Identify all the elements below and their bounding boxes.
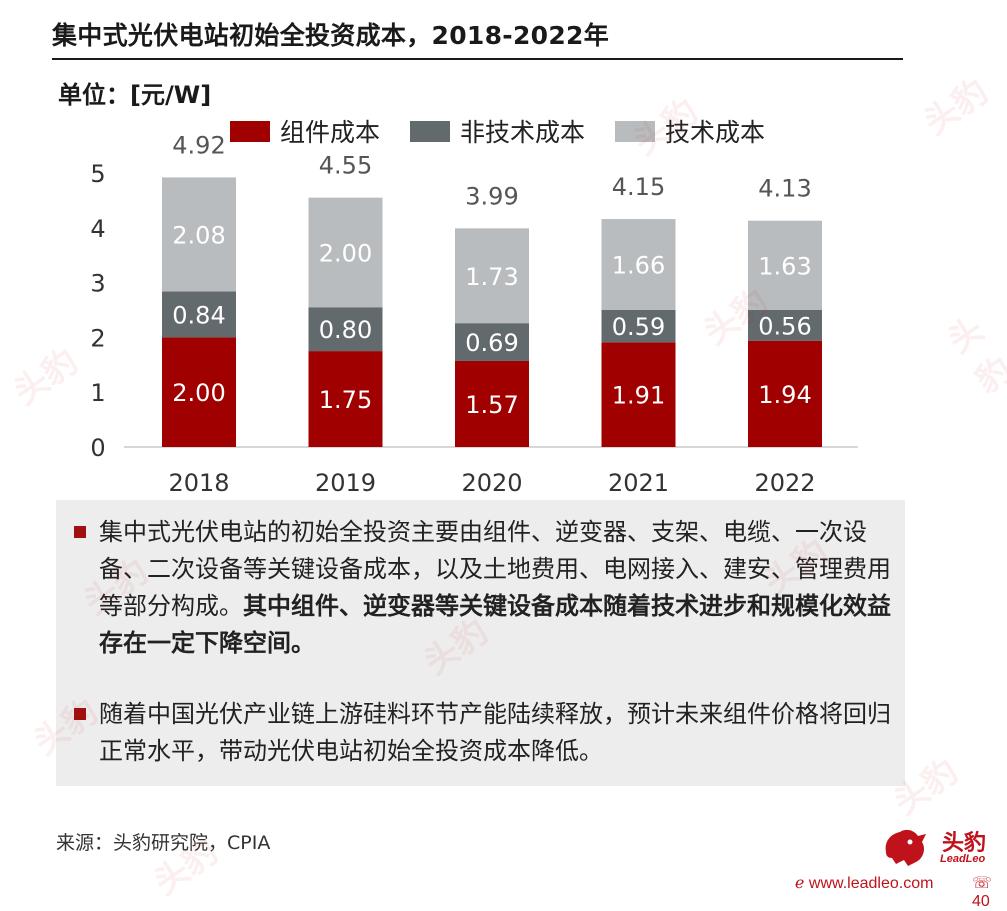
legend-label: 技术成本: [665, 118, 766, 147]
legend-item-non-tech: 非技术成本: [410, 113, 585, 149]
stacked-bar-chart: 0 1 2 3 4 5 2.00 0.84 2.08 4.92 2018 1.75 0.80 2.00 4.…: [90, 131, 858, 497]
legend-label: 非技术成本: [460, 118, 586, 147]
bar-segment: [601, 219, 676, 310]
website-link[interactable]: ℯ www.leadleo.com: [795, 873, 933, 893]
bullet-square-icon: [74, 708, 86, 720]
bar-value-label: 1.73: [465, 263, 518, 291]
bar-total-label: 4.92: [172, 131, 225, 159]
bar-total-label: 4.55: [319, 152, 372, 180]
legend-swatch-module: [230, 120, 270, 142]
leadleo-logo-icon: [885, 829, 926, 866]
y-tick-label: 2: [90, 324, 105, 352]
legend-swatch-tech: [615, 120, 656, 142]
legend-item-tech: 技术成本: [615, 113, 765, 149]
bar-value-label: 0.59: [612, 313, 665, 341]
x-tick-label: 2022: [754, 469, 815, 497]
bullet-square-icon: [74, 526, 86, 538]
page-number-text: 40: [972, 893, 990, 910]
bullet-point-1: 集中式光伏电站的初始全投资主要由组件、逆变器、支架、电缆、一次设备、二次设备等关…: [74, 514, 894, 662]
y-tick-label: 0: [90, 434, 105, 462]
bar-value-label: 1.63: [758, 252, 811, 280]
bar-segment: [601, 342, 676, 447]
bar-segment: [162, 337, 236, 447]
bar-segment: [748, 310, 822, 341]
bar-value-label: 2.00: [172, 379, 225, 407]
bar-value-label: 1.75: [319, 386, 372, 414]
source-note: 来源：头豹研究院，CPIA: [56, 832, 271, 854]
bar-value-label: 1.91: [612, 382, 665, 410]
bar-segment: [308, 351, 383, 447]
x-tick-label: 2020: [461, 469, 522, 497]
bar-segment: [748, 340, 822, 447]
bar-segment: [308, 197, 383, 308]
page-number: ☏ 40: [972, 873, 1007, 911]
bar-value-label: 2.08: [172, 221, 225, 249]
x-tick-label: 2018: [168, 469, 229, 497]
bar-segment: [455, 323, 529, 361]
legend-item-module: 组件成本: [230, 113, 380, 149]
bar-segment: [601, 310, 676, 343]
bar-segment: [455, 360, 529, 447]
bar-value-label: 0.56: [758, 312, 811, 340]
bullet-text: 集中式光伏电站的初始全投资主要由组件、逆变器、支架、电缆、一次设备、二次设备等关…: [99, 518, 891, 620]
y-tick-label: 4: [90, 215, 105, 243]
legend-swatch-non-tech: [410, 120, 451, 142]
bar-segment: [308, 307, 383, 352]
bullet-point-2: 随着中国光伏产业链上游硅料环节产能陆续释放，预计未来组件价格将回归正常水平，带动…: [74, 696, 894, 770]
bar-segment: [455, 228, 529, 324]
unit-label: 单位：[元/W]: [58, 81, 212, 109]
website-text: www.leadleo.com: [808, 875, 934, 892]
bar-value-label: 0.69: [465, 329, 518, 357]
phone-icon: ☏: [972, 875, 993, 892]
chart-legend: 组件成本 非技术成本 技术成本: [230, 113, 795, 149]
web-icon: ℯ: [795, 875, 805, 892]
page-title: 集中式光伏电站初始全投资成本，2018-2022年: [52, 21, 610, 50]
bar-total-label: 4.13: [758, 175, 811, 203]
bar-total-label: 4.15: [612, 173, 665, 201]
brand-subtitle: LeadLeo: [940, 853, 986, 865]
bar-total-label: 3.99: [465, 182, 518, 210]
bar-value-label: 1.94: [758, 381, 811, 409]
key-points-box: 集中式光伏电站的初始全投资主要由组件、逆变器、支架、电缆、一次设备、二次设备等关…: [56, 500, 905, 786]
bullet-bold-text: 其中组件、逆变器等关键设备成本随着技术进步和规模化效益存在一定下降空间。: [99, 592, 891, 657]
bar-value-label: 0.84: [172, 301, 225, 329]
bar-value-label: 0.80: [319, 316, 372, 344]
x-tick-label: 2019: [315, 469, 376, 497]
bar-segment: [748, 220, 822, 310]
bar-value-label: 1.57: [465, 391, 518, 419]
bar-value-label: 1.66: [612, 252, 665, 280]
brand-name: 头豹: [942, 831, 987, 856]
y-tick-label: 5: [90, 160, 105, 188]
bar-segment: [162, 177, 236, 292]
legend-label: 组件成本: [280, 118, 381, 147]
x-tick-label: 2021: [608, 469, 669, 497]
bar-value-label: 2.00: [319, 239, 372, 267]
y-tick-label: 3: [90, 270, 105, 298]
bullet-text: 随着中国光伏产业链上游硅料环节产能陆续释放，预计未来组件价格将回归正常水平，带动…: [99, 700, 891, 765]
bar-segment: [162, 291, 236, 338]
title-divider: [52, 58, 903, 60]
y-tick-label: 1: [90, 379, 105, 407]
